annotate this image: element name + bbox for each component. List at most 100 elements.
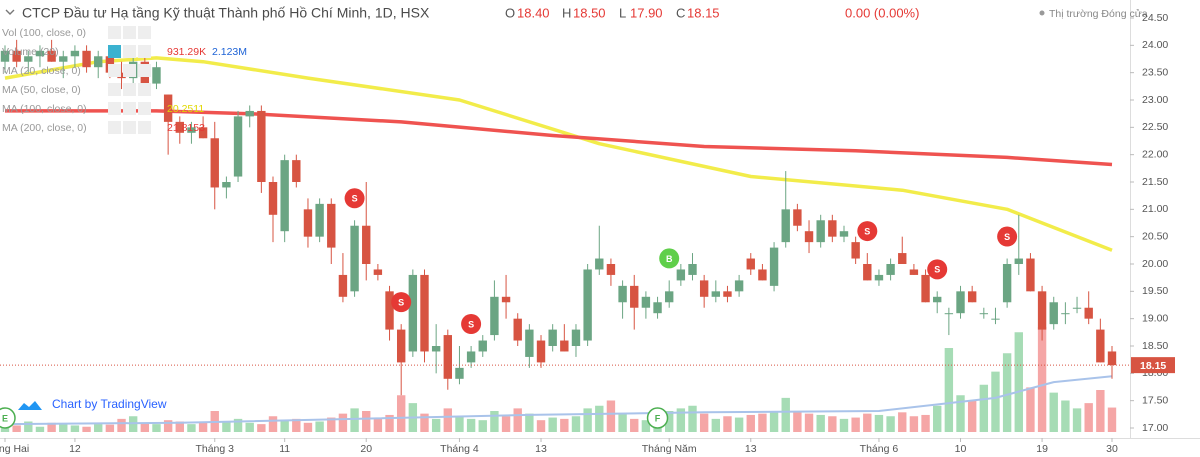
indicator-button[interactable]	[123, 121, 136, 134]
indicator-button[interactable]	[138, 45, 151, 58]
ohlc-key: O	[505, 5, 515, 20]
x-tick-label: Tháng Năm	[642, 443, 697, 455]
signal-label: S	[1004, 232, 1010, 242]
volume-bar	[548, 417, 557, 432]
y-tick-label: 24.00	[1142, 39, 1168, 51]
volume-bar	[70, 425, 80, 432]
candle-body	[257, 110, 266, 182]
candle-body	[82, 50, 91, 68]
volume-bar	[420, 413, 429, 432]
volume-bar	[24, 421, 33, 432]
x-tick-label: 11	[279, 443, 290, 455]
volume-bar	[443, 408, 452, 432]
volume-bar	[140, 422, 150, 432]
volume-bar	[373, 418, 383, 432]
candle-body	[117, 72, 126, 79]
indicator-button[interactable]	[108, 26, 121, 39]
volume-bar	[327, 417, 336, 432]
volume-bar	[734, 417, 744, 432]
ohlc-value: 18.40	[517, 5, 550, 20]
candle-body	[688, 264, 697, 275]
y-tick-label: 22.00	[1142, 148, 1168, 160]
indicator-button[interactable]	[138, 121, 151, 134]
volume-bar	[630, 418, 639, 432]
moving-average	[5, 109, 1113, 167]
y-tick-label: 19.00	[1142, 312, 1168, 324]
volume-bar	[1061, 400, 1070, 432]
indicator-name: MA (50, close, 0)	[2, 84, 81, 96]
volume-bar	[676, 408, 686, 432]
candle-body	[490, 296, 499, 336]
y-tick-label: 23.00	[1142, 94, 1168, 106]
volume-bar	[303, 422, 313, 432]
last-price-label: 18.15	[1140, 360, 1166, 372]
x-tick-label: Tháng 3	[195, 443, 234, 455]
branding[interactable]: Chart by TradingView	[18, 397, 167, 411]
indicator-button[interactable]	[108, 121, 121, 134]
candle-body	[1072, 307, 1082, 309]
y-tick-label: 23.50	[1142, 66, 1168, 78]
indicator-button[interactable]	[123, 64, 136, 77]
indicator-button[interactable]	[108, 64, 121, 77]
indicator-name: MA (100, close, 0)	[2, 103, 87, 115]
volume-bar	[944, 348, 954, 432]
volume-bar	[991, 371, 1000, 432]
volume-bar	[828, 416, 837, 432]
candle-body	[1014, 258, 1023, 264]
indicator-button[interactable]	[108, 45, 121, 58]
y-tick-label: 17.00	[1142, 422, 1168, 434]
volume-bar	[1002, 353, 1012, 432]
y-tick-label: 18.50	[1142, 340, 1168, 352]
candle-body	[1096, 329, 1105, 363]
branding-text[interactable]: Chart by TradingView	[52, 397, 167, 411]
indicator-button[interactable]	[123, 83, 136, 96]
indicator-button[interactable]	[138, 64, 151, 77]
candle-body	[571, 329, 581, 346]
candle-body	[70, 50, 80, 57]
candle-body	[769, 247, 779, 286]
candle-body	[991, 318, 1000, 320]
indicator-button[interactable]	[108, 102, 121, 115]
volume-bar	[967, 400, 977, 432]
volume-bar	[1084, 403, 1093, 432]
x-tick-label: 12	[69, 443, 81, 455]
volume-bar	[362, 411, 371, 432]
ohlc-value: 17.90	[630, 5, 663, 20]
candle-body	[443, 335, 452, 379]
indicator-button[interactable]	[138, 26, 151, 39]
indicator-button[interactable]	[138, 102, 151, 115]
candle-body	[175, 121, 184, 133]
candle-body	[24, 56, 33, 62]
candle-body	[1084, 307, 1093, 319]
candle-body	[676, 269, 686, 281]
indicator-button[interactable]	[123, 45, 136, 58]
candle-body	[874, 274, 884, 281]
volume-bar	[1072, 408, 1082, 432]
candle-body	[618, 285, 627, 303]
volume-bar	[175, 421, 184, 432]
candle-body	[536, 340, 546, 363]
volume-bar	[280, 420, 289, 432]
volume-bar	[909, 416, 919, 432]
candle-body	[933, 296, 942, 303]
candle-body	[268, 182, 278, 215]
candle-body	[513, 318, 522, 341]
signal-marker	[461, 314, 482, 334]
volume-bar	[466, 418, 476, 432]
candle-body	[478, 340, 487, 352]
candle-body	[548, 329, 557, 346]
candle-body	[595, 258, 604, 270]
candle-body	[606, 264, 616, 275]
indicator-button[interactable]	[138, 83, 151, 96]
candle-body	[851, 242, 860, 259]
volume-bar	[292, 418, 301, 432]
collapse-icon[interactable]	[5, 9, 15, 15]
candle-body	[886, 264, 895, 275]
candle-body	[711, 291, 721, 297]
indicator-button[interactable]	[123, 26, 136, 39]
candle-body	[455, 367, 464, 379]
indicator-button[interactable]	[123, 102, 136, 115]
candle-body	[1107, 351, 1117, 366]
indicator-button[interactable]	[108, 83, 121, 96]
